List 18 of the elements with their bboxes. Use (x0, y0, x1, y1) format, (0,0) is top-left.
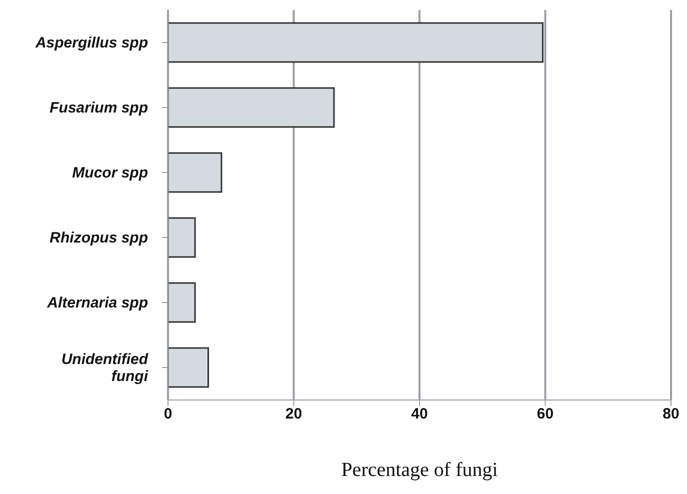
y-tick-label: Rhizopus spp (50, 229, 148, 246)
bar (168, 347, 209, 388)
bar (168, 217, 196, 258)
y-tick-label: Alternaria spp (46, 294, 148, 311)
x-tick-label: 0 (164, 406, 172, 423)
x-tick-label: 80 (662, 406, 680, 423)
x-tick-label: 20 (285, 406, 302, 423)
y-tick-label: Fusarium spp (50, 99, 148, 116)
bar (168, 22, 544, 63)
x-axis-title: Percentage of fungi (341, 459, 498, 481)
x-tick-label: 60 (536, 406, 554, 423)
bar (168, 152, 222, 193)
bar (168, 87, 335, 128)
bar (168, 282, 196, 323)
y-tick-label: Aspergillus spp (34, 34, 148, 51)
y-tick-label: Unidentified fungi (61, 350, 149, 384)
y-tick-label: Mucor spp (72, 164, 148, 181)
x-tick-label: 40 (411, 406, 428, 423)
